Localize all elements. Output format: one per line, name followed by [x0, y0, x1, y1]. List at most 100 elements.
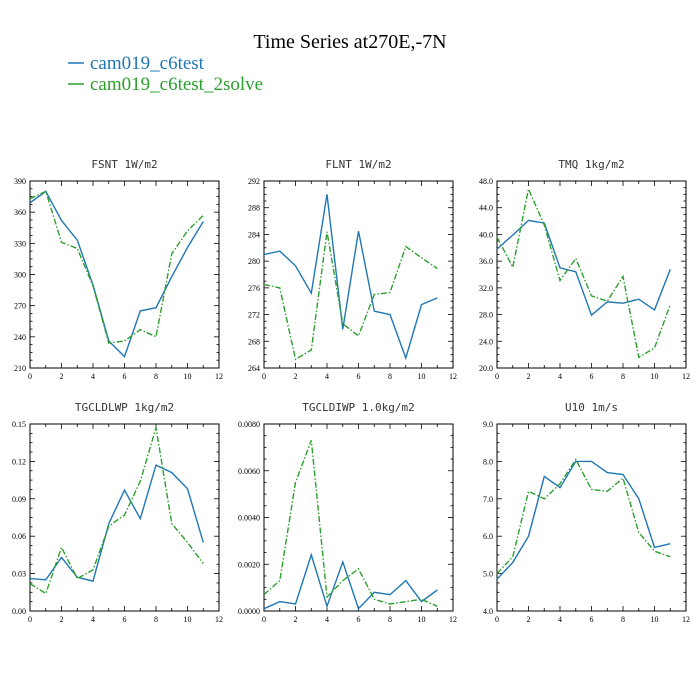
x-tick-label: 12	[449, 372, 457, 381]
y-tick-label: 0.0040	[238, 514, 260, 523]
series-line-1	[496, 186, 671, 359]
x-tick-label: 12	[682, 372, 690, 381]
panel-title: U10 1m/s	[565, 401, 618, 414]
x-tick-label: 8	[621, 615, 625, 624]
panel-title: TGCLDIWP 1.0kg/m2	[302, 401, 415, 414]
y-tick-label: 0.06	[12, 532, 26, 541]
x-tick-label: 12	[449, 615, 457, 624]
y-tick-label: 6.0	[483, 532, 493, 541]
y-tick-label: 5.0	[483, 570, 493, 579]
plot-frame	[29, 180, 220, 369]
figure-title: Time Series at270E,-7N	[253, 31, 446, 53]
panel-2: TMQ 1kg/m2 0 2 4 6 8 10 12 20.0 24.0 28.0 32.0 36.0 4…	[479, 158, 690, 381]
y-tick-label: 270	[14, 302, 26, 311]
plot-frame	[263, 180, 454, 369]
x-tick-label: 0	[28, 615, 32, 624]
series-line-1	[263, 231, 438, 361]
x-tick-label: 6	[357, 372, 361, 381]
series-line-0	[29, 190, 204, 358]
series-line-1	[496, 458, 671, 575]
y-tick-label: 210	[14, 364, 26, 373]
y-tick-label: 48.0	[479, 177, 493, 186]
x-tick-label: 10	[651, 615, 659, 624]
plot-frame	[263, 423, 454, 612]
y-tick-label: 32.0	[479, 284, 493, 293]
x-tick-label: 0	[262, 615, 266, 624]
x-tick-label: 4	[325, 372, 329, 381]
x-tick-label: 6	[123, 615, 127, 624]
series-line-1	[263, 440, 438, 607]
x-tick-label: 0	[28, 372, 32, 381]
legend: cam019_c6test cam019_c6test_2solve	[68, 53, 263, 95]
x-tick-label: 2	[527, 615, 531, 624]
y-tick-label: 8.0	[483, 457, 493, 466]
y-tick-label: 284	[248, 230, 260, 239]
x-tick-label: 12	[215, 372, 223, 381]
panel-3: TGCLDLWP 1kg/m2 0 2 4 6 8 10 12 0.00 0.03 0.06 0.09…	[12, 401, 223, 624]
y-tick-label: 0.0020	[238, 560, 260, 569]
x-tick-label: 6	[357, 615, 361, 624]
y-tick-label: 390	[14, 177, 26, 186]
x-tick-label: 0	[262, 372, 266, 381]
x-tick-label: 8	[621, 372, 625, 381]
plot-frame	[29, 423, 220, 612]
x-tick-label: 10	[184, 615, 192, 624]
y-tick-label: 0.03	[12, 570, 26, 579]
x-tick-label: 4	[91, 615, 95, 624]
x-tick-label: 0	[495, 615, 499, 624]
y-tick-label: 20.0	[479, 364, 493, 373]
legend-label-0: cam019_c6test	[90, 53, 205, 74]
y-tick-label: 0.12	[12, 457, 26, 466]
x-tick-label: 0	[495, 372, 499, 381]
y-tick-label: 7.0	[483, 495, 493, 504]
x-tick-label: 6	[123, 372, 127, 381]
x-tick-label: 6	[590, 615, 594, 624]
y-tick-label: 276	[248, 284, 260, 293]
x-tick-label: 10	[418, 372, 426, 381]
y-tick-label: 0.15	[12, 420, 26, 429]
series-line-0	[496, 460, 671, 580]
y-tick-label: 0.0080	[238, 420, 260, 429]
y-tick-label: 360	[14, 208, 26, 217]
x-tick-label: 12	[682, 615, 690, 624]
x-tick-label: 2	[527, 372, 531, 381]
y-tick-label: 288	[248, 204, 260, 213]
plot-frame	[496, 423, 687, 612]
panels: FSNT 1W/m20 2 4 6 8 10 12210240270300330360390…	[12, 158, 690, 624]
panel-title: FSNT 1W/m2	[91, 158, 157, 171]
panel-0: FSNT 1W/m2 0 2 4 6 8 10 12 210 240 270 300 330 360 390	[14, 158, 223, 381]
panel-4: TGCLDIWP 1.0kg/m2 0 2 4 6 8 10 12 0.0000 0.0020 0.…	[238, 401, 457, 624]
legend-label-1: cam019_c6test_2solve	[90, 74, 263, 95]
x-tick-label: 12	[215, 615, 223, 624]
x-tick-label: 10	[418, 615, 426, 624]
y-tick-label: 28.0	[479, 311, 493, 320]
x-tick-label: 8	[388, 615, 392, 624]
y-tick-label: 268	[248, 337, 260, 346]
x-tick-label: 4	[558, 372, 562, 381]
series-line-0	[29, 464, 204, 582]
y-tick-label: 44.0	[479, 204, 493, 213]
x-tick-label: 8	[154, 615, 158, 624]
panel-1: FLNT 1W/m2 0 2 4 6 8 10 12 264 268 272 276 280 284 288…	[248, 158, 457, 381]
x-tick-label: 2	[60, 372, 64, 381]
y-tick-label: 24.0	[479, 337, 493, 346]
panel-title: FLNT 1W/m2	[325, 158, 391, 171]
y-tick-label: 0.09	[12, 495, 26, 504]
y-tick-label: 4.0	[483, 607, 493, 616]
x-tick-label: 2	[60, 615, 64, 624]
series-line-1	[29, 190, 204, 344]
x-tick-label: 2	[294, 615, 298, 624]
x-tick-label: 4	[325, 615, 329, 624]
y-tick-label: 240	[14, 333, 26, 342]
panel-5: U10 1m/s 0 2 4 6 8 10 12 4.0 5.0 6.0 7.0 8.0 9.0	[483, 401, 690, 624]
x-tick-label: 4	[558, 615, 562, 624]
y-tick-label: 330	[14, 239, 26, 248]
series-line-0	[496, 219, 671, 317]
y-tick-label: 280	[248, 257, 260, 266]
x-tick-label: 2	[294, 372, 298, 381]
series-line-0	[263, 552, 438, 611]
panel-title: TMQ 1kg/m2	[558, 158, 624, 171]
y-tick-label: 9.0	[483, 420, 493, 429]
series-line-1	[29, 427, 204, 595]
